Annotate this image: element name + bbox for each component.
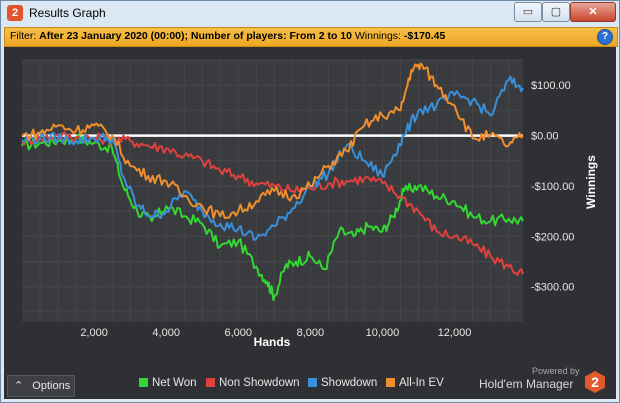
- legend-net-won[interactable]: Net Won: [139, 377, 197, 389]
- brand-name: Hold'em Manager: [479, 377, 574, 391]
- y-tick-label: $0.00: [531, 131, 559, 143]
- legend-all-in-ev[interactable]: All-In EV: [386, 377, 444, 389]
- chart-area: 2,000 4,000 6,000 8,000 10,000 12,000 $100.00…: [4, 47, 616, 399]
- legend-label: Non Showdown: [219, 377, 300, 389]
- y-tick-label: -$200.00: [531, 231, 574, 243]
- y-axis: $100.00 $0.00 -$100.00 -$200.00 -$300.00: [531, 80, 574, 294]
- y-tick-label: -$300.00: [531, 282, 574, 294]
- legend-swatch: [308, 378, 317, 387]
- app-logo-icon: 2: [7, 5, 23, 21]
- legend-swatch: [206, 378, 215, 387]
- x-tick-label: 12,000: [438, 327, 472, 339]
- results-line-chart: 2,000 4,000 6,000 8,000 10,000 12,000 $100.00…: [21, 59, 598, 349]
- y-axis-title: Winnings: [584, 155, 598, 209]
- filter-bar[interactable]: Filter: After 23 January 2020 (00:00); N…: [4, 27, 618, 47]
- series-line-showdown: [21, 75, 524, 241]
- series-layer: [21, 62, 524, 302]
- y-tick-label: $100.00: [531, 80, 571, 92]
- filter-label: Filter:: [10, 30, 37, 42]
- maximize-button[interactable]: ▢: [542, 2, 570, 22]
- x-tick-label: 2,000: [80, 327, 108, 339]
- x-tick-label: 4,000: [152, 327, 180, 339]
- legend-swatch: [139, 378, 148, 387]
- legend-label: Showdown: [321, 377, 378, 389]
- series-line-all-in-ev: [21, 62, 524, 219]
- plot-background: [22, 60, 523, 322]
- x-axis-title: Hands: [254, 335, 291, 349]
- legend-label: Net Won: [152, 377, 197, 389]
- legend-swatch: [386, 378, 395, 387]
- x-tick-label: 6,000: [224, 327, 252, 339]
- legend-label: All-In EV: [399, 377, 444, 389]
- x-tick-label: 8,000: [297, 327, 325, 339]
- minimize-button[interactable]: ▭: [514, 2, 542, 22]
- x-tick-label: 10,000: [366, 327, 400, 339]
- chevron-up-icon: ⌃: [14, 380, 24, 392]
- window-title: Results Graph: [29, 6, 106, 20]
- y-tick-label: -$100.00: [531, 181, 574, 193]
- filter-summary: Filter: After 23 January 2020 (00:00); N…: [10, 30, 445, 42]
- series-line-non-showdown: [21, 131, 524, 276]
- powered-by-text: Powered by: [532, 366, 580, 376]
- close-button[interactable]: ✕: [570, 2, 616, 22]
- title-bar[interactable]: 2 Results Graph ▭ ▢ ✕: [1, 1, 619, 25]
- series-line-net-won: [21, 133, 524, 302]
- winnings-value: -$170.45: [403, 30, 446, 42]
- options-button[interactable]: ⌃ Options: [7, 375, 75, 397]
- options-label: Options: [32, 380, 71, 392]
- help-icon[interactable]: ?: [597, 29, 613, 45]
- legend-showdown[interactable]: Showdown: [308, 377, 377, 389]
- x-axis: 2,000 4,000 6,000 8,000 10,000 12,000: [80, 327, 471, 339]
- legend-non-showdown[interactable]: Non Showdown: [206, 377, 300, 389]
- brand-logo-icon: 2: [585, 371, 605, 393]
- winnings-label: Winnings:: [354, 30, 401, 42]
- filter-criteria: After 23 January 2020 (00:00); Number of…: [39, 30, 352, 42]
